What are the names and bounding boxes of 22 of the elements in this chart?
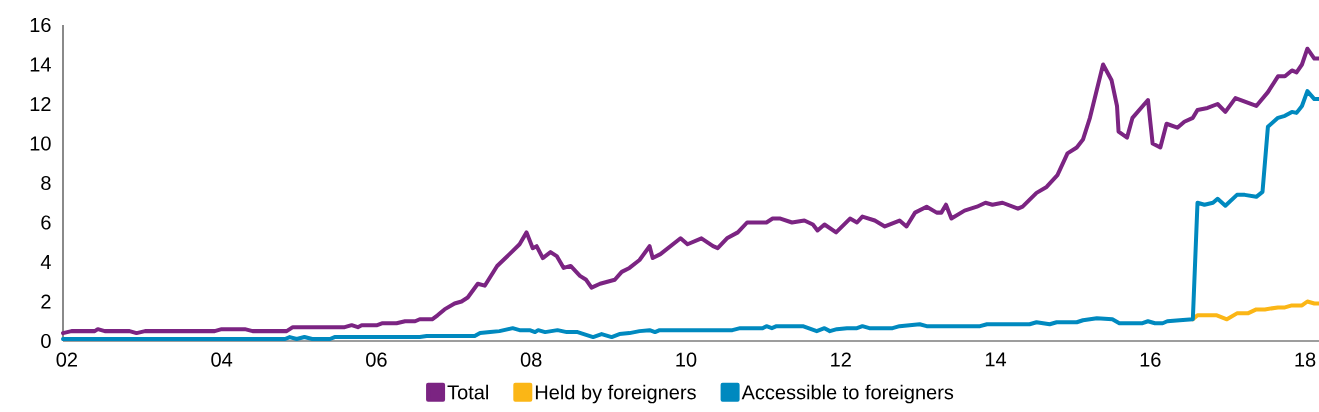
y-tick-label: 2 xyxy=(41,294,51,309)
y-tick-label: 0 xyxy=(41,333,51,349)
y-tick-label: 10 xyxy=(30,136,51,151)
x-tick-label: 08 xyxy=(520,352,542,367)
y-tick-label: 4 xyxy=(40,255,51,269)
y-tick-label: 14 xyxy=(30,57,51,72)
x-tick-label: 18 xyxy=(1295,352,1316,367)
x-tick-label: 04 xyxy=(211,352,233,367)
x-tick-label: 02 xyxy=(56,352,77,367)
legend-label: Accessible to foreigners xyxy=(741,384,954,404)
x-tick-label: 10 xyxy=(676,352,697,367)
x-tick-label: 16 xyxy=(1140,352,1161,367)
x-tick-label: 14 xyxy=(985,352,1007,367)
y-tick-label: 6 xyxy=(41,215,51,230)
x-tick-label: 06 xyxy=(366,352,387,367)
y-tick-label: 16 xyxy=(30,17,51,33)
x-tick-label: 12 xyxy=(831,352,851,367)
line-series xyxy=(61,46,1319,336)
legend-label: Held by foreigners xyxy=(535,384,696,404)
legend-label: Total xyxy=(447,384,488,400)
y-tick-label: 12 xyxy=(30,97,51,111)
y-tick-label: 8 xyxy=(41,175,51,191)
